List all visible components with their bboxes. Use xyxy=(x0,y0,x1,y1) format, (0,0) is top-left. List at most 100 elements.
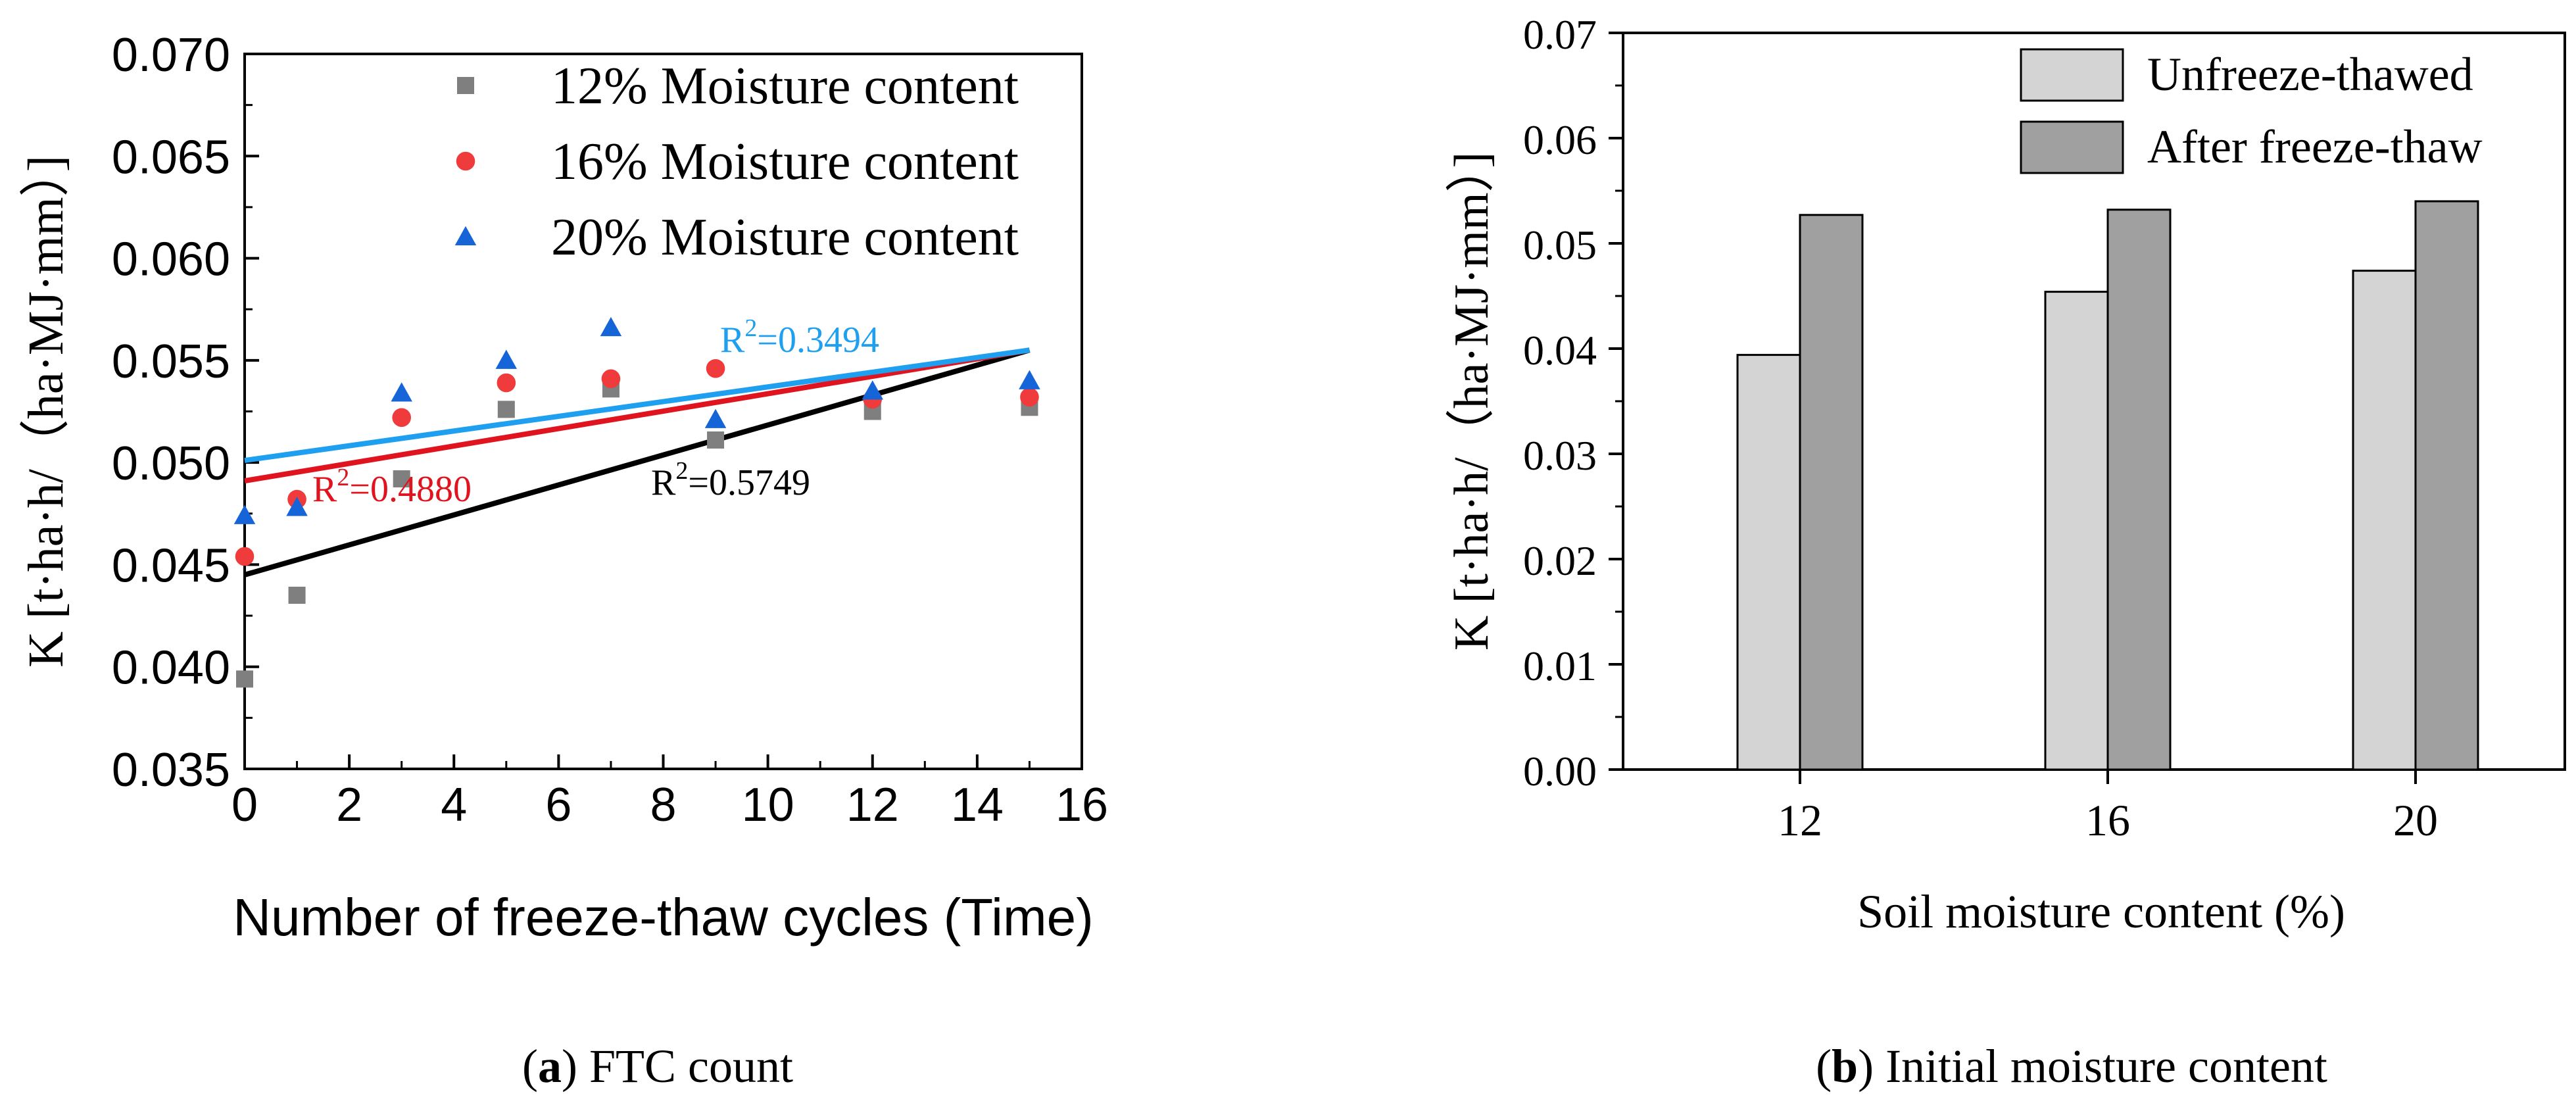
y-tick-label: 0.07 xyxy=(1523,11,1597,58)
legend-marker xyxy=(454,226,477,245)
bar-series-1 xyxy=(1799,200,2479,771)
caption: (a) FTC count xyxy=(522,1040,793,1093)
x-tick-label: 2 xyxy=(336,779,362,831)
data-point xyxy=(707,431,725,449)
x-tick-label: 0 xyxy=(231,779,258,831)
x-tick-label: 12 xyxy=(846,779,899,831)
y-tick-label: 0.01 xyxy=(1523,643,1597,689)
data-point xyxy=(393,470,410,487)
legend: 12% Moisture content 16% Moisture content… xyxy=(454,57,1019,266)
series-2-points xyxy=(233,316,1040,524)
x-tick-label: 8 xyxy=(650,779,676,831)
bar xyxy=(1799,214,1864,771)
y-tick-label: 0.070 xyxy=(112,29,230,82)
fit-line-2 xyxy=(244,347,1030,463)
x-axis-label: Soil moisture content (%) xyxy=(1857,885,2345,938)
legend-swatch xyxy=(2020,120,2124,174)
caption-paren-close: ) xyxy=(562,1040,589,1093)
y-axis-label: K [t·ha·h/（ha·MJ·mm）] xyxy=(1445,152,1499,651)
data-point xyxy=(497,373,516,393)
fit-line-0 xyxy=(243,347,1031,577)
legend-swatch xyxy=(2020,48,2124,102)
data-point xyxy=(288,587,306,604)
legend-marker xyxy=(456,151,475,171)
y-tick-label: 0.040 xyxy=(112,642,230,695)
y-axis: 0.035 0.040 0.045 0.050 0.055 0.060 0.065 0.070… xyxy=(18,29,259,797)
legend-label: 16% Moisture content xyxy=(551,133,1019,191)
data-point xyxy=(1020,387,1039,407)
caption-letter: b xyxy=(1832,1040,1858,1093)
legend-label: 12% Moisture content xyxy=(551,57,1019,115)
bar-series-0 xyxy=(1736,270,2417,771)
data-point xyxy=(391,382,412,402)
x-tick-label: 10 xyxy=(742,779,794,831)
y-tick-label: 0.060 xyxy=(112,233,230,286)
data-point xyxy=(392,408,411,428)
r-squared-annotation-1: R2=0.4880 xyxy=(312,464,472,510)
r-value: =0.4880 xyxy=(349,469,472,510)
x-tick-label: 16 xyxy=(1056,779,1108,831)
series-0-points xyxy=(236,380,1038,688)
r-label: R xyxy=(651,462,676,503)
caption: (b) Initial moisture content xyxy=(1816,1040,2327,1093)
bar xyxy=(2044,291,2109,771)
caption-text: FTC count xyxy=(589,1040,793,1093)
r-value: =0.3494 xyxy=(757,320,879,360)
y-axis-label: K [t·ha·h/（ha·MJ·mm）] xyxy=(18,155,74,668)
data-point xyxy=(601,369,621,389)
series-1-points xyxy=(235,358,1039,566)
y-tick-label: 0.02 xyxy=(1523,537,1597,584)
y-tick-label: 0.065 xyxy=(112,131,230,184)
r-squared-annotation-2: R2=0.3494 xyxy=(720,314,879,360)
x-tick-label: 6 xyxy=(545,779,571,831)
y-tick-label: 0.03 xyxy=(1523,432,1597,479)
data-point xyxy=(286,497,308,516)
bar xyxy=(2352,270,2417,771)
caption-paren-close: ) xyxy=(1858,1040,1885,1093)
bar xyxy=(2106,209,2172,771)
r-superscript: 2 xyxy=(337,464,349,491)
data-point xyxy=(1019,370,1040,389)
data-point xyxy=(497,401,515,418)
data-point xyxy=(704,408,727,428)
r-label: R xyxy=(720,320,745,360)
r-superscript: 2 xyxy=(675,457,688,485)
legend-marker xyxy=(457,77,474,94)
r-superscript: 2 xyxy=(744,314,757,342)
x-tick-label: 12 xyxy=(1778,795,1822,845)
caption-text: Initial moisture content xyxy=(1885,1040,2327,1093)
legend-label: 20% Moisture content xyxy=(551,209,1019,266)
data-point xyxy=(233,504,256,524)
x-axis: 12 16 20 Soil moisture content (%) xyxy=(1778,770,2438,938)
x-tick-label: 16 xyxy=(2085,795,2130,845)
y-tick-label: 0.00 xyxy=(1523,748,1597,795)
x-axis: 0 2 4 6 8 10 12 14 16 Number of freeze-thaw cycle… xyxy=(231,754,1108,946)
caption-letter: a xyxy=(538,1040,562,1093)
r-value: =0.5749 xyxy=(688,462,810,503)
y-tick-label: 0.06 xyxy=(1523,116,1597,163)
y-tick-label: 0.045 xyxy=(112,539,230,592)
fit-line-1 xyxy=(244,347,1031,484)
y-axis: 0.00 0.01 0.02 0.03 0.04 0.05 0.06 0.07 K [t·ha·… xyxy=(1445,11,1623,795)
bar xyxy=(2414,200,2479,771)
y-tick-label: 0.05 xyxy=(1523,222,1597,268)
x-tick-label: 4 xyxy=(441,779,467,831)
x-tick-label: 20 xyxy=(2393,795,2438,845)
y-tick-label: 0.04 xyxy=(1523,327,1597,374)
y-tick-label: 0.035 xyxy=(112,744,230,797)
data-point xyxy=(706,358,725,378)
data-point xyxy=(236,670,253,688)
caption-paren-open: ( xyxy=(1816,1040,1832,1093)
data-point xyxy=(862,380,883,400)
r-squared-annotation-0: R2=0.5749 xyxy=(651,457,810,503)
y-tick-label: 0.050 xyxy=(112,437,230,490)
fit-lines xyxy=(243,347,1031,577)
legend-label: After freeze-thaw xyxy=(2147,120,2483,173)
data-point xyxy=(600,316,622,337)
x-axis-label: Number of freeze-thaw cycles (Time) xyxy=(233,888,1093,946)
data-point xyxy=(495,349,518,369)
legend: Unfreeze-thawed After freeze-thaw xyxy=(2020,48,2483,174)
x-tick-label: 14 xyxy=(951,779,1004,831)
panel-b-bar-chart: 0.00 0.01 0.02 0.03 0.04 0.05 0.06 0.07 K [t·ha·… xyxy=(1445,11,2566,1093)
